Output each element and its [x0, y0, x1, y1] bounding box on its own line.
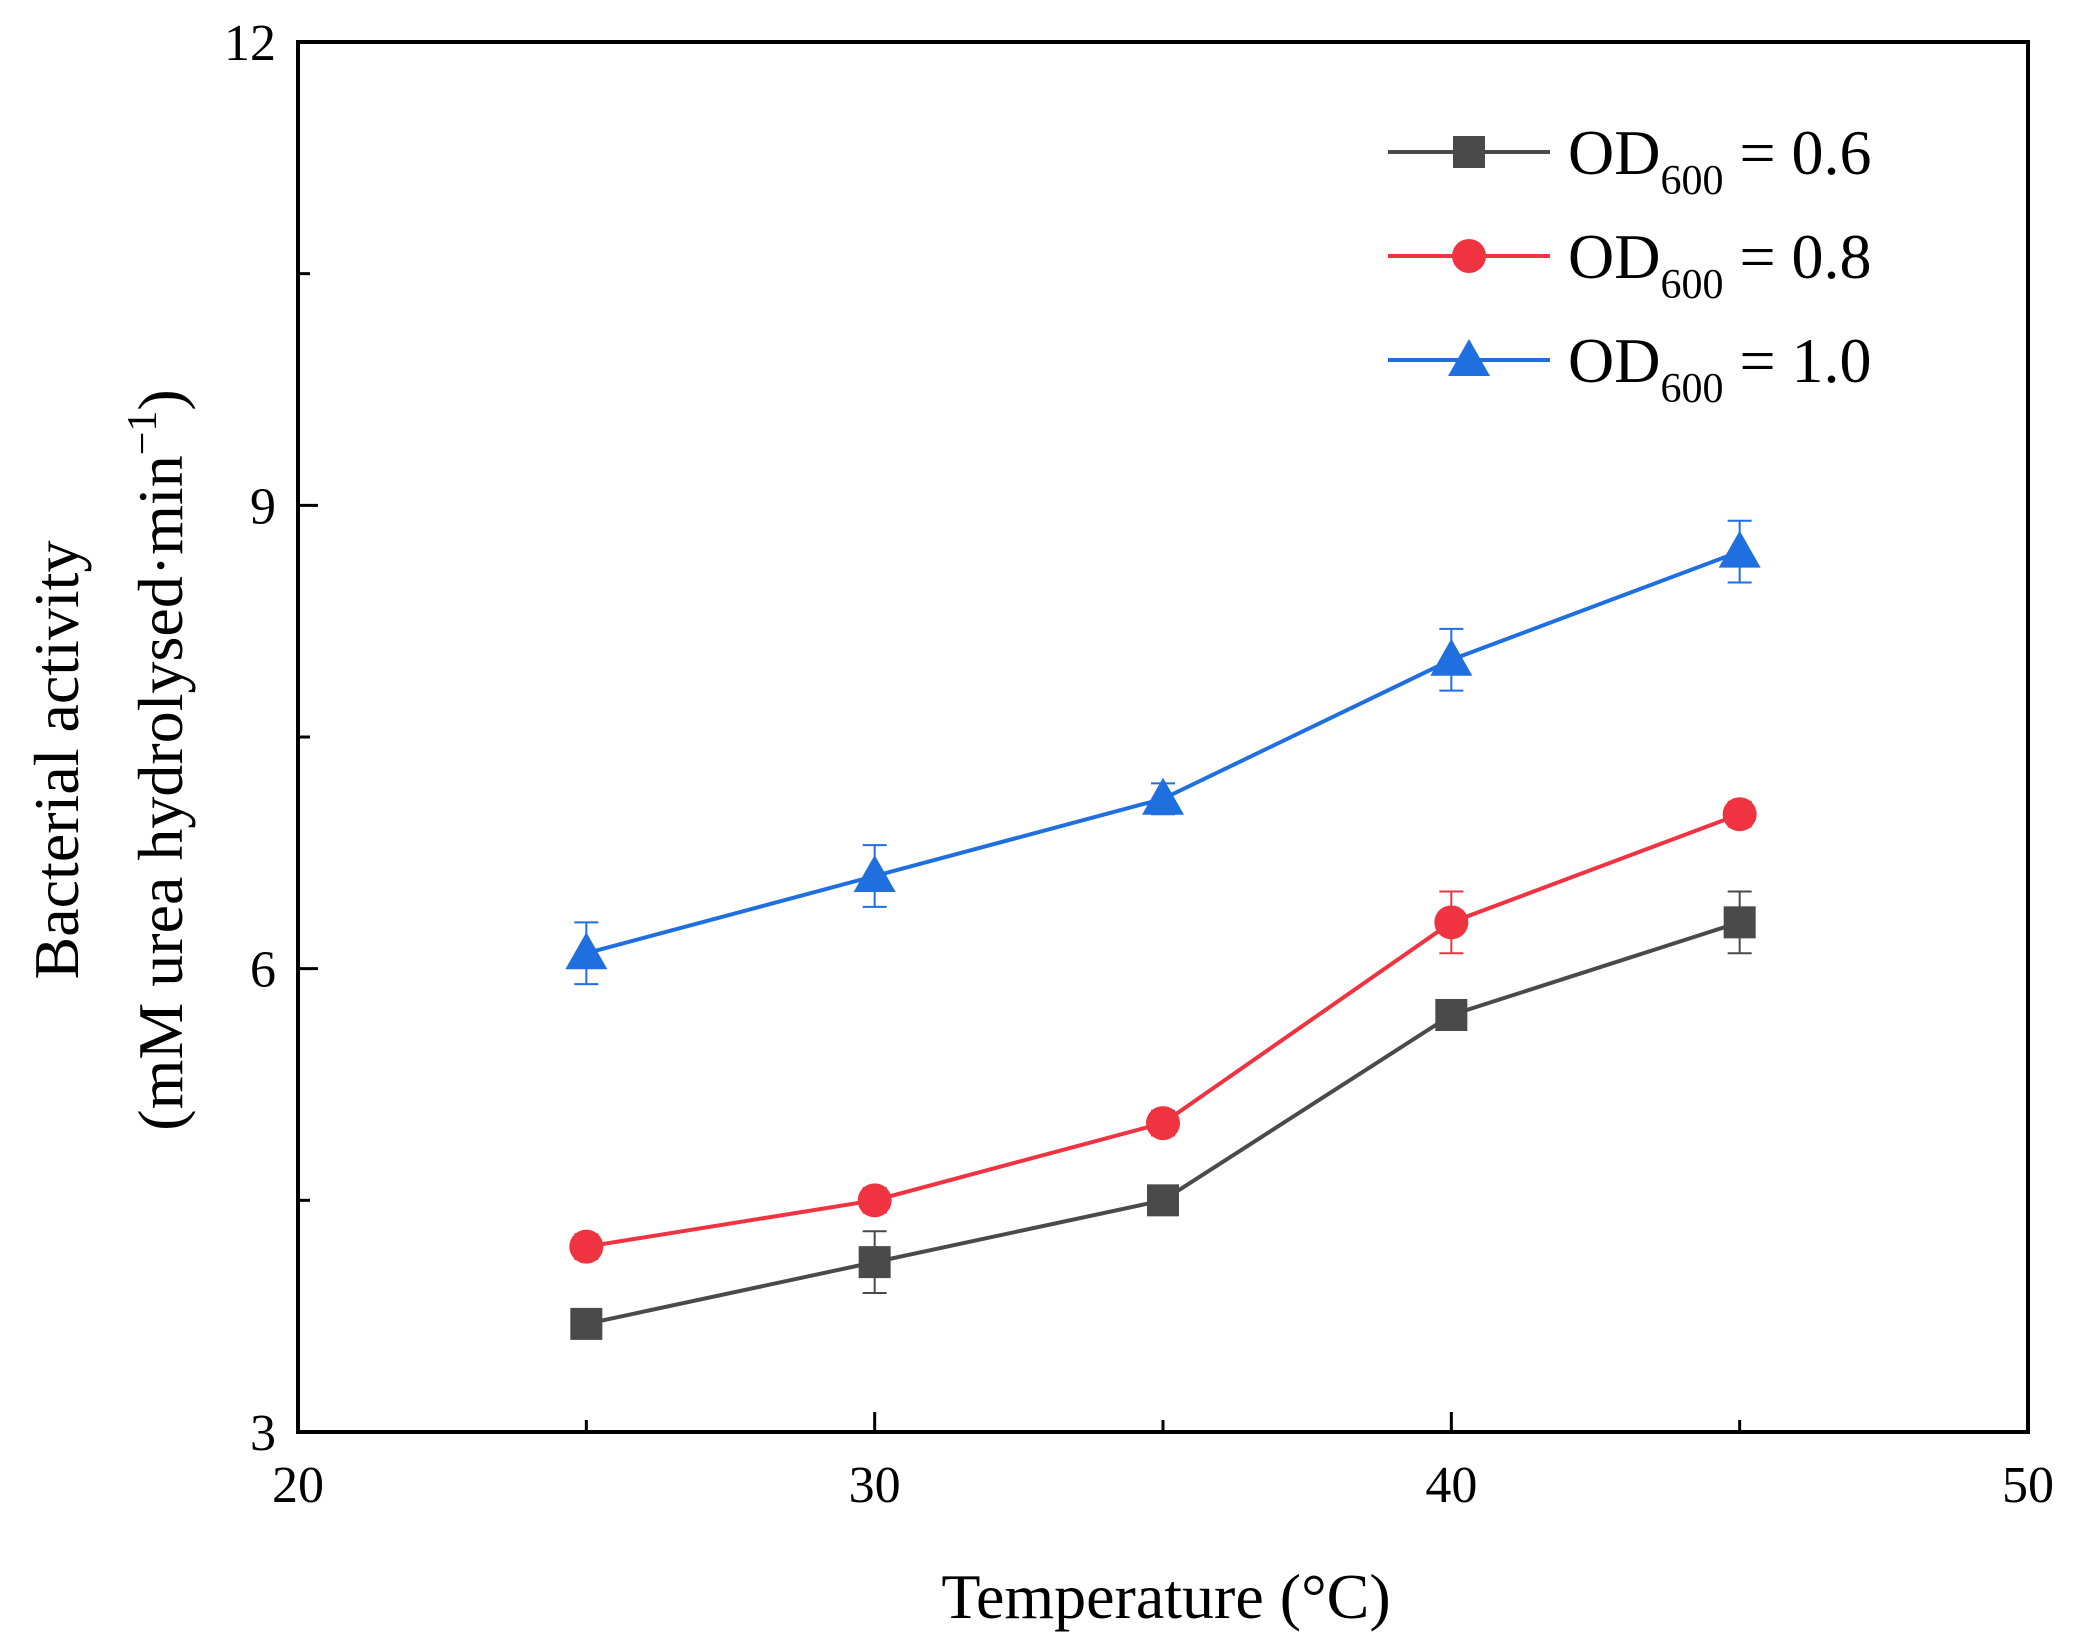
- y-axis-units-close: ): [125, 389, 196, 410]
- x-axis-title: Temperature (°C): [941, 1561, 1390, 1632]
- x-tick-label: 30: [849, 1457, 901, 1514]
- data-point: [570, 1307, 603, 1340]
- y-axis-units-text: (mM urea hydrolysed·min: [125, 455, 196, 1130]
- series-line: [586, 812, 1741, 1249]
- x-tick-label: 50: [2002, 1457, 2054, 1514]
- y-axis-title: Bacterial activity: [21, 541, 92, 980]
- legend-label-sub: 600: [1660, 366, 1723, 412]
- legend-label: OD600 = 0.8: [1568, 221, 1872, 308]
- y-tick-label: 9: [250, 478, 276, 535]
- legend-label-main: OD: [1568, 221, 1660, 292]
- y-tick-label: 12: [224, 15, 276, 72]
- y-axis-title-line1: Bacterial activity: [21, 541, 92, 980]
- legend-entry: OD600 = 0.6: [1388, 117, 1872, 204]
- legend-entry: OD600 = 0.8: [1388, 221, 1872, 308]
- data-point: [1722, 797, 1757, 832]
- axes: 20 30 40 50 3 6 9 12: [224, 15, 2054, 1514]
- data-point: [1723, 906, 1756, 939]
- y-tick-label: 6: [250, 942, 276, 999]
- legend-label-value: = 0.8: [1723, 221, 1871, 292]
- plot-area: [565, 519, 1761, 1340]
- y-tick-label: 3: [250, 1405, 276, 1462]
- series-line: [585, 549, 1741, 956]
- legend-marker: [1448, 339, 1490, 376]
- legend-marker: [1452, 239, 1486, 273]
- legend-label: OD600 = 1.0: [1568, 325, 1872, 412]
- y-axis-units: (mM urea hydrolysed·min−1): [120, 389, 196, 1130]
- data-point: [1146, 1106, 1180, 1141]
- y-axis-units-sup: −1: [120, 411, 166, 456]
- legend-label-value: = 0.6: [1723, 117, 1871, 188]
- legend-label-sub: 600: [1660, 158, 1723, 204]
- data-point: [858, 1246, 891, 1279]
- data-point: [1434, 905, 1469, 940]
- data-point: [1718, 530, 1761, 568]
- y-axis-title-line2: (mM urea hydrolysed·min−1): [120, 389, 196, 1130]
- x-tick-label: 40: [1425, 1457, 1477, 1514]
- data-point: [857, 1183, 892, 1218]
- data-point: [1430, 638, 1473, 676]
- data-point: [1142, 777, 1184, 815]
- series-square: [570, 890, 1756, 1340]
- data-point: [569, 1229, 604, 1264]
- legend-label: OD600 = 0.6: [1568, 117, 1872, 204]
- legend-entry: OD600 = 1.0: [1388, 325, 1872, 412]
- series-circle: [569, 797, 1757, 1264]
- data-point: [853, 855, 896, 892]
- data-point: [1147, 1184, 1179, 1217]
- data-point: [1435, 999, 1468, 1031]
- legend-label-main: OD: [1568, 117, 1660, 188]
- x-tick-label: 20: [272, 1457, 324, 1514]
- legend-label-sub: 600: [1660, 262, 1723, 308]
- legend-label-main: OD: [1568, 325, 1660, 396]
- series-triangle: [565, 519, 1761, 986]
- data-point: [565, 932, 608, 970]
- legend-marker: [1453, 136, 1485, 168]
- legend-label-value: = 1.0: [1723, 325, 1871, 396]
